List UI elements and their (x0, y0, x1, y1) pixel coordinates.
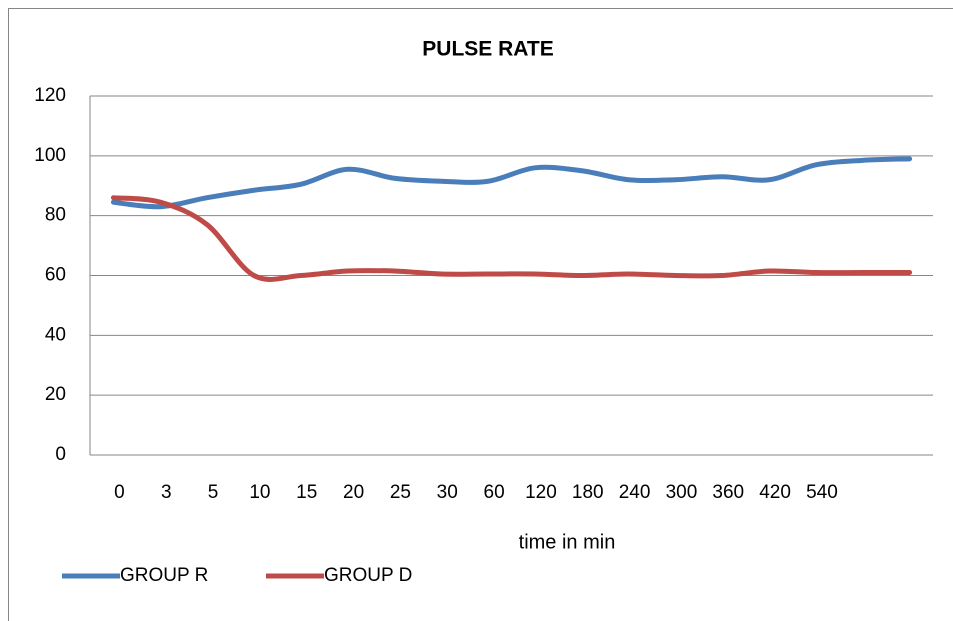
y-tick-label: 80 (45, 205, 66, 226)
series-line (110, 195, 913, 282)
chart-title: PULSE RATE (422, 38, 553, 61)
series-line (110, 156, 913, 210)
x-axis-label: time in min (519, 531, 616, 553)
x-tick-label: 360 (712, 482, 744, 503)
x-tick-label: 10 (249, 482, 270, 503)
y-tick-label: 60 (45, 265, 66, 286)
x-tick-label: 3 (161, 482, 172, 503)
x-tick-label: 300 (666, 482, 698, 503)
x-tick-label: 30 (437, 482, 458, 503)
x-tick-label: 25 (390, 482, 411, 503)
legend-label: GROUP R (120, 565, 208, 586)
y-tick-label: 20 (45, 384, 66, 405)
x-tick-label: 15 (296, 482, 317, 503)
y-tick-label: 40 (45, 324, 66, 345)
x-tick-label: 120 (525, 482, 557, 503)
y-tick-label: 120 (34, 85, 66, 106)
x-tick-label: 240 (619, 482, 651, 503)
x-tick-label: 60 (484, 482, 505, 503)
x-tick-label: 420 (759, 482, 791, 503)
frame (8, 8, 953, 621)
x-tick-label: 0 (114, 482, 125, 503)
y-tick-label: 100 (34, 145, 66, 166)
x-tick-label: 540 (806, 482, 838, 503)
y-tick-label: 0 (55, 444, 66, 465)
x-tick-label: 180 (572, 482, 604, 503)
legend-label: GROUP D (324, 565, 412, 586)
x-tick-label: 20 (343, 482, 364, 503)
x-tick-label: 5 (208, 482, 219, 503)
